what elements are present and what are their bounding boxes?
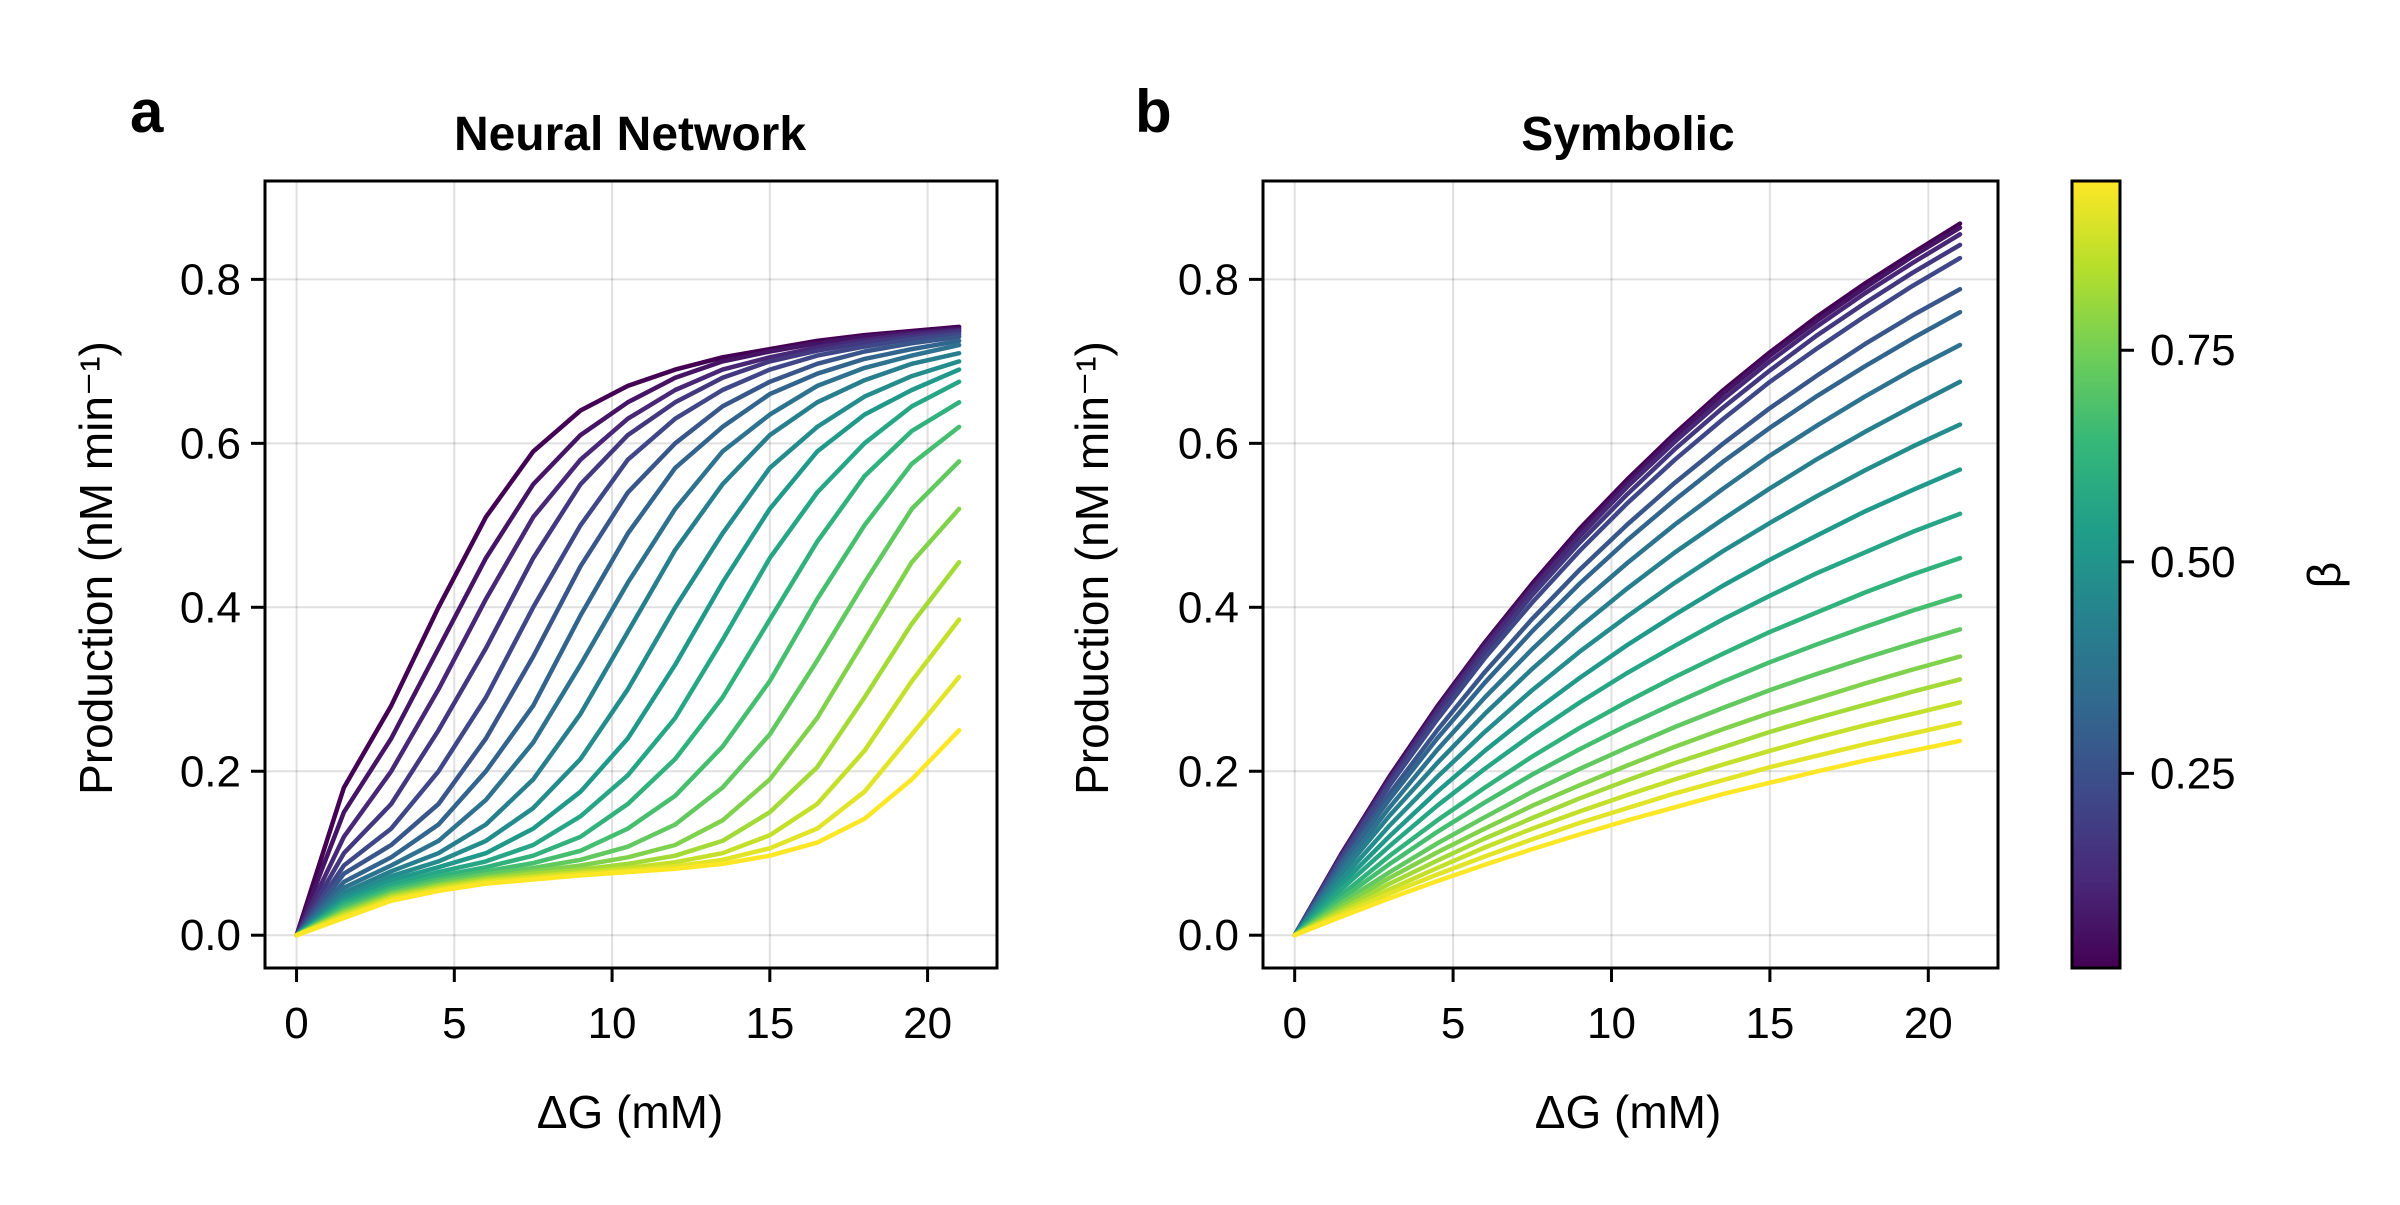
- series-line: [294, 338, 962, 938]
- x-tick-label: 20: [1904, 999, 1953, 1048]
- x-axis-label-a: ΔG (mM): [537, 1086, 724, 1138]
- plot-frame: [1261, 179, 2000, 970]
- plot-frame: [263, 179, 999, 970]
- series-line: [294, 424, 962, 938]
- series-line: [294, 326, 962, 938]
- y-tick-label: 0.6: [180, 419, 241, 468]
- series-line: [1292, 309, 1963, 938]
- x-tick-label: 5: [442, 999, 466, 1048]
- series-line: [1292, 555, 1963, 938]
- series-line: [1292, 467, 1963, 938]
- series-line: [1292, 654, 1963, 938]
- panel-letter-b: b: [1135, 78, 1172, 145]
- colorbar-label: β: [2298, 562, 2350, 588]
- series-line: [1292, 342, 1963, 938]
- series-line: [1292, 593, 1963, 938]
- x-tick-label: 10: [1587, 999, 1636, 1048]
- x-tick-label: 0: [1282, 999, 1306, 1048]
- y-tick-label: 0.0: [1178, 911, 1239, 960]
- y-tick-label: 0.2: [1178, 747, 1239, 796]
- series-line: [294, 329, 962, 938]
- y-tick-label: 0.8: [1178, 255, 1239, 304]
- series-line: [294, 350, 962, 938]
- series-line: [294, 400, 962, 938]
- series-line: [294, 332, 962, 938]
- colorbar: 0.25 0.50 0.75 β: [2070, 179, 2350, 970]
- series-line: [1292, 738, 1963, 938]
- series-line: [294, 367, 962, 938]
- x-tick-label: 20: [903, 999, 952, 1048]
- x-tick-label: 0: [284, 999, 308, 1048]
- colorbar-ticks: 0.25 0.50 0.75: [2120, 326, 2236, 798]
- y-tick-label: 0.0: [180, 911, 241, 960]
- series-line: [1292, 700, 1963, 938]
- colorbar-tick-label: 0.25: [2150, 749, 2236, 798]
- colorbar-tick-label: 0.50: [2150, 538, 2236, 587]
- series-line: [1292, 286, 1963, 938]
- series-line: [1292, 422, 1963, 938]
- series-line: [1292, 720, 1963, 938]
- x-tick-label: 10: [588, 999, 637, 1048]
- series-line: [1292, 255, 1963, 938]
- series-line: [1292, 511, 1963, 938]
- plot-area-symbolic: 0 5 10 15 20 0.0 0.2 0.4 0.6 0.8: [1178, 179, 2000, 1048]
- panel-letter-a: a: [130, 78, 164, 145]
- x-tick-label: 5: [1441, 999, 1465, 1048]
- x-tick-label: 15: [1745, 999, 1794, 1048]
- y-tick-label: 0.4: [1178, 583, 1239, 632]
- y-tick-label: 0.2: [180, 747, 241, 796]
- panel-title-neural-network: Neural Network: [454, 108, 806, 161]
- series-line: [1292, 677, 1963, 938]
- series-line: [1292, 379, 1963, 938]
- colorbar-gradient: [2070, 179, 2122, 970]
- series-line: [294, 728, 962, 938]
- series-line: [294, 359, 962, 938]
- panel-neural-network: a Neural Network 0 5 10 15 20 0.0 0.2 0.4 0.6 0.8…: [70, 78, 999, 1138]
- y-axis-label-b: Production (nM min⁻¹): [1066, 341, 1118, 795]
- panel-symbolic: b Symbolic 0 5 10 15 20 0.0 0.2 0.4 0.6 0.8 ΔG (m…: [1066, 78, 2000, 1138]
- y-tick-label: 0.4: [180, 583, 241, 632]
- y-tick-label: 0.8: [180, 255, 241, 304]
- x-axis-label-b: ΔG (mM): [1535, 1086, 1722, 1138]
- plot-area-neural-network: 0 5 10 15 20 0.0 0.2 0.4 0.6 0.8: [180, 179, 999, 1048]
- y-tick-label: 0.6: [1178, 419, 1239, 468]
- series-line: [294, 334, 962, 938]
- y-axis-label-a: Production (nM min⁻¹): [70, 341, 122, 795]
- panel-title-symbolic: Symbolic: [1521, 108, 1734, 161]
- x-tick-label: 15: [745, 999, 794, 1048]
- series-line: [294, 379, 962, 938]
- colorbar-tick-label: 0.75: [2150, 326, 2236, 375]
- series-line: [1292, 627, 1963, 938]
- series-line: [294, 342, 962, 938]
- series-line: [294, 327, 962, 938]
